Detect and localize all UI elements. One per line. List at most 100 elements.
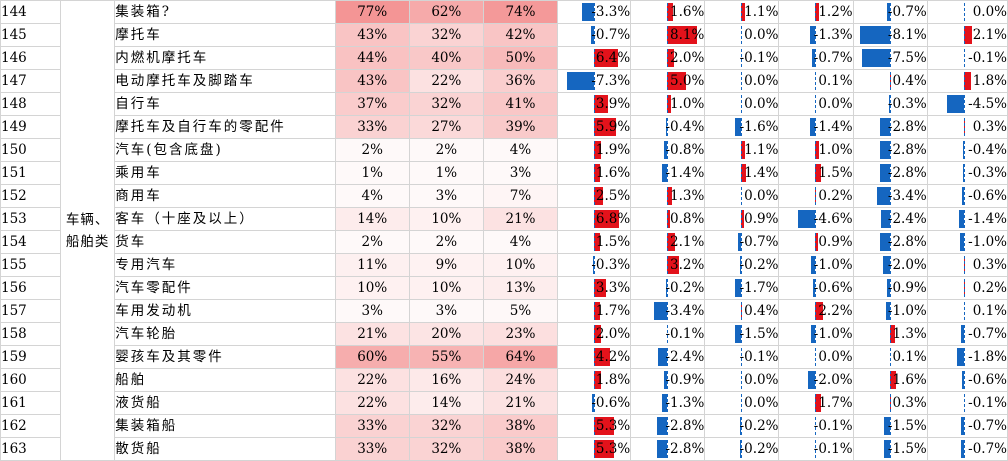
share-cell[interactable]: 37% [334,92,410,116]
row-index[interactable]: 162 [0,414,62,438]
share-cell[interactable]: 39% [482,115,559,139]
change-cell[interactable]: 0.3% [852,391,928,415]
change-cell[interactable]: -3.3% [557,0,632,24]
share-cell[interactable]: 10% [408,207,484,231]
product-name[interactable]: 集装箱船 [114,414,336,438]
change-cell[interactable]: 1.0% [778,138,854,162]
change-cell[interactable]: -0.2% [630,276,706,300]
share-cell[interactable]: 14% [408,391,484,415]
change-cell[interactable]: 0.1% [852,345,928,369]
change-cell[interactable]: 2.1% [926,23,1008,47]
change-cell[interactable]: -0.1% [778,414,854,438]
change-cell[interactable]: -1.4% [630,161,706,185]
share-cell[interactable]: 22% [334,368,410,392]
change-cell[interactable]: 4.2% [557,345,632,369]
product-name[interactable]: 汽车(包含底盘) [114,138,336,162]
change-cell[interactable]: 2.1% [630,230,706,254]
share-cell[interactable]: 11% [334,253,410,277]
change-cell[interactable]: -1.6% [704,115,780,139]
change-cell[interactable]: -2.8% [852,230,928,254]
row-index[interactable]: 154 [0,230,62,254]
category-cell[interactable]: 车辆、船舶类 [60,0,116,461]
change-cell[interactable]: 2.2% [778,299,854,323]
change-cell[interactable]: -7.3% [557,69,632,93]
share-cell[interactable]: 13% [482,276,559,300]
share-cell[interactable]: 33% [334,437,410,461]
change-cell[interactable]: -4.5% [926,92,1008,116]
share-cell[interactable]: 10% [482,253,559,277]
row-index[interactable]: 147 [0,69,62,93]
product-name[interactable]: 货车 [114,230,336,254]
product-name[interactable]: 散货船 [114,437,336,461]
change-cell[interactable]: -1.8% [926,345,1008,369]
change-cell[interactable]: -0.7% [926,322,1008,346]
row-index[interactable]: 160 [0,368,62,392]
share-cell[interactable]: 41% [482,92,559,116]
share-cell[interactable]: 16% [408,368,484,392]
change-cell[interactable]: -0.6% [557,391,632,415]
share-cell[interactable]: 10% [408,276,484,300]
share-cell[interactable]: 3% [408,299,484,323]
change-cell[interactable]: -8.1% [852,23,928,47]
row-index[interactable]: 150 [0,138,62,162]
change-cell[interactable]: -1.5% [852,437,928,461]
share-cell[interactable]: 4% [482,138,559,162]
change-cell[interactable]: -3.4% [852,184,928,208]
change-cell[interactable]: 3.3% [557,276,632,300]
row-index[interactable]: 155 [0,253,62,277]
product-name[interactable]: 乘用车 [114,161,336,185]
change-cell[interactable]: 5.9% [557,115,632,139]
change-cell[interactable]: -1.0% [778,322,854,346]
change-cell[interactable]: 0.2% [926,276,1008,300]
share-cell[interactable]: 2% [334,138,410,162]
row-index[interactable]: 157 [0,299,62,323]
change-cell[interactable]: 0.4% [704,299,780,323]
share-cell[interactable]: 4% [334,184,410,208]
change-cell[interactable]: 0.1% [926,299,1008,323]
share-cell[interactable]: 60% [334,345,410,369]
change-cell[interactable]: -2.4% [852,207,928,231]
share-cell[interactable]: 43% [334,69,410,93]
share-cell[interactable]: 36% [482,69,559,93]
change-cell[interactable]: 1.6% [557,161,632,185]
share-cell[interactable]: 14% [334,207,410,231]
share-cell[interactable]: 4% [482,230,559,254]
share-cell[interactable]: 32% [408,414,484,438]
change-cell[interactable]: 0.0% [704,69,780,93]
change-cell[interactable]: -2.0% [778,368,854,392]
product-name[interactable]: 汽车零配件 [114,276,336,300]
change-cell[interactable]: -1.0% [778,253,854,277]
change-cell[interactable]: 0.3% [926,253,1008,277]
change-cell[interactable]: 0.0% [704,23,780,47]
row-index[interactable]: 152 [0,184,62,208]
share-cell[interactable]: 3% [408,184,484,208]
change-cell[interactable]: 1.4% [704,161,780,185]
share-cell[interactable]: 2% [334,230,410,254]
share-cell[interactable]: 44% [334,46,410,70]
change-cell[interactable]: -0.2% [704,253,780,277]
share-cell[interactable]: 32% [408,92,484,116]
change-cell[interactable]: -1.4% [926,207,1008,231]
change-cell[interactable]: 1.7% [778,391,854,415]
change-cell[interactable]: -0.3% [852,92,928,116]
change-cell[interactable]: -2.8% [630,414,706,438]
share-cell[interactable]: 43% [334,23,410,47]
share-cell[interactable]: 5% [482,299,559,323]
change-cell[interactable]: -2.0% [852,253,928,277]
change-cell[interactable]: 0.0% [704,368,780,392]
change-cell[interactable]: 1.2% [778,0,854,24]
change-cell[interactable]: 5.3% [557,437,632,461]
change-cell[interactable]: -0.7% [926,437,1008,461]
change-cell[interactable]: -3.4% [630,299,706,323]
change-cell[interactable]: -1.7% [704,276,780,300]
row-index[interactable]: 153 [0,207,62,231]
change-cell[interactable]: -0.6% [926,184,1008,208]
share-cell[interactable]: 33% [334,115,410,139]
change-cell[interactable]: -0.6% [778,276,854,300]
product-name[interactable]: 电动摩托车及脚踏车 [114,69,336,93]
change-cell[interactable]: 2.0% [630,46,706,70]
product-name[interactable]: 汽车轮胎 [114,322,336,346]
row-index[interactable]: 149 [0,115,62,139]
row-index[interactable]: 146 [0,46,62,70]
change-cell[interactable]: 6.4% [557,46,632,70]
